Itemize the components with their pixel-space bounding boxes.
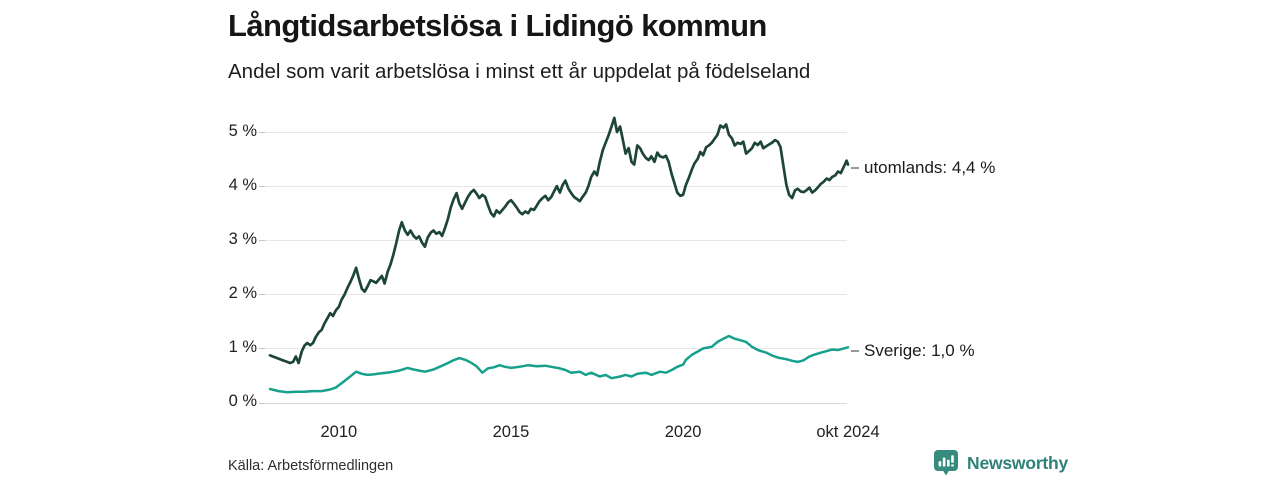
gridline-0 xyxy=(265,402,847,404)
y-axis-tick xyxy=(259,186,265,188)
gridline-2 xyxy=(265,294,847,296)
gridline-1 xyxy=(265,348,847,350)
y-tick-label: 5 % xyxy=(228,121,257,140)
newsworthy-bubble-barchart-icon xyxy=(933,449,959,477)
leader-tick xyxy=(851,167,859,170)
x-tick-label: 2015 xyxy=(492,423,530,441)
y-axis-tick xyxy=(259,402,265,404)
y-tick-label: 3 % xyxy=(228,229,257,248)
gridline-3 xyxy=(265,240,847,242)
y-axis-tick xyxy=(259,132,265,133)
source-note: Källa: Arbetsförmedlingen xyxy=(228,458,394,474)
brand-wordmark: Newsworthy xyxy=(967,452,1069,473)
series-line-utomlands xyxy=(268,116,850,365)
page-subtitle: Andel som varit arbetslösa i minst ett å… xyxy=(228,60,811,83)
series-end-label-utomlands: utomlands: 4,4 % xyxy=(851,158,995,178)
series-end-label-text: Sverige: 1,0 % xyxy=(864,341,975,361)
series-end-label-sverige: Sverige: 1,0 % xyxy=(851,341,975,361)
x-tick-label: 2010 xyxy=(320,423,358,441)
y-tick-label: 1 % xyxy=(228,337,257,356)
y-axis-tick xyxy=(259,294,265,296)
y-tick-label: 0 % xyxy=(228,392,257,410)
gridline-5 xyxy=(265,132,847,133)
x-tick-label: okt 2024 xyxy=(816,423,880,441)
brand-logo: Newsworthy xyxy=(933,449,1068,477)
series-line-sverige xyxy=(268,334,850,394)
series-end-label-text: utomlands: 4,4 % xyxy=(864,158,996,178)
x-tick-label: 2020 xyxy=(664,423,702,441)
y-axis-tick xyxy=(259,348,265,350)
y-axis-tick xyxy=(259,240,265,242)
y-tick-label: 4 % xyxy=(228,175,257,194)
page-title: Långtidsarbetslösa i Lidingö kommun xyxy=(228,8,767,43)
y-tick-label: 2 % xyxy=(228,283,257,302)
leader-tick xyxy=(851,350,859,353)
